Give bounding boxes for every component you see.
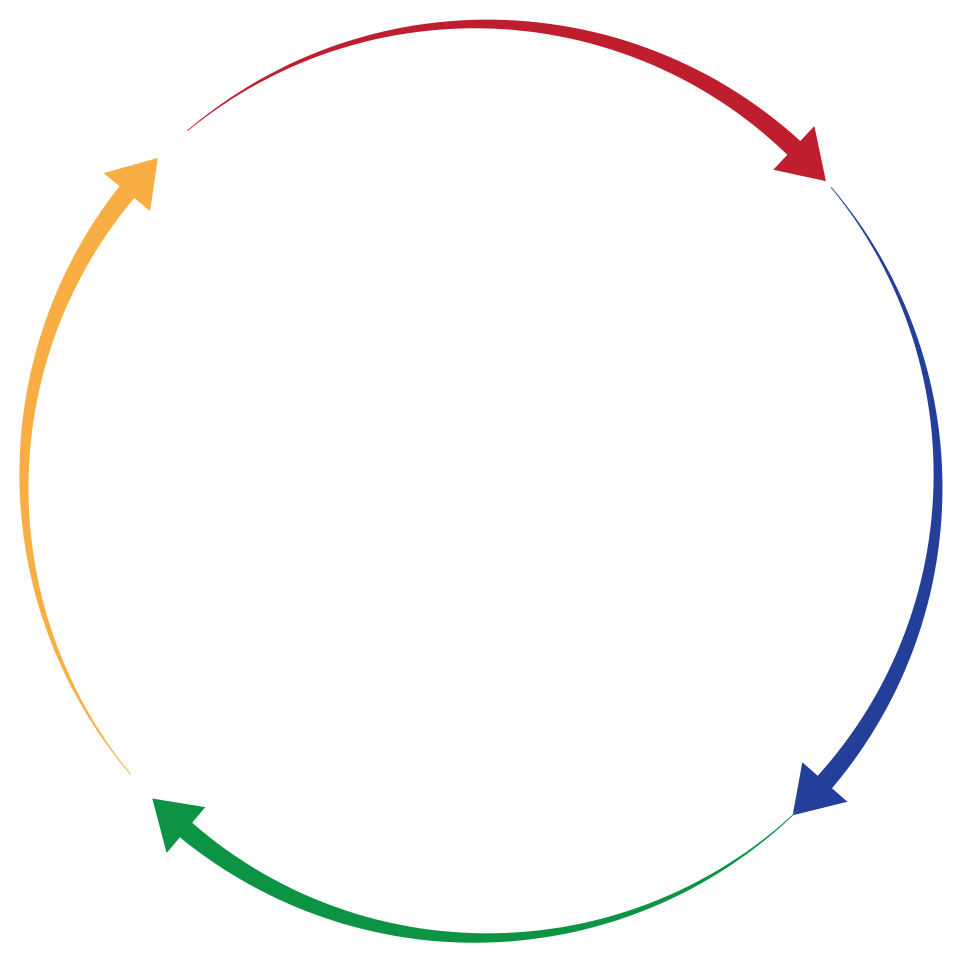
arrow-right [792, 186, 943, 816]
arrow-left [19, 157, 158, 776]
arrow-top [186, 19, 826, 182]
arrow-bottom [152, 798, 799, 943]
arrows-layer [19, 19, 943, 943]
